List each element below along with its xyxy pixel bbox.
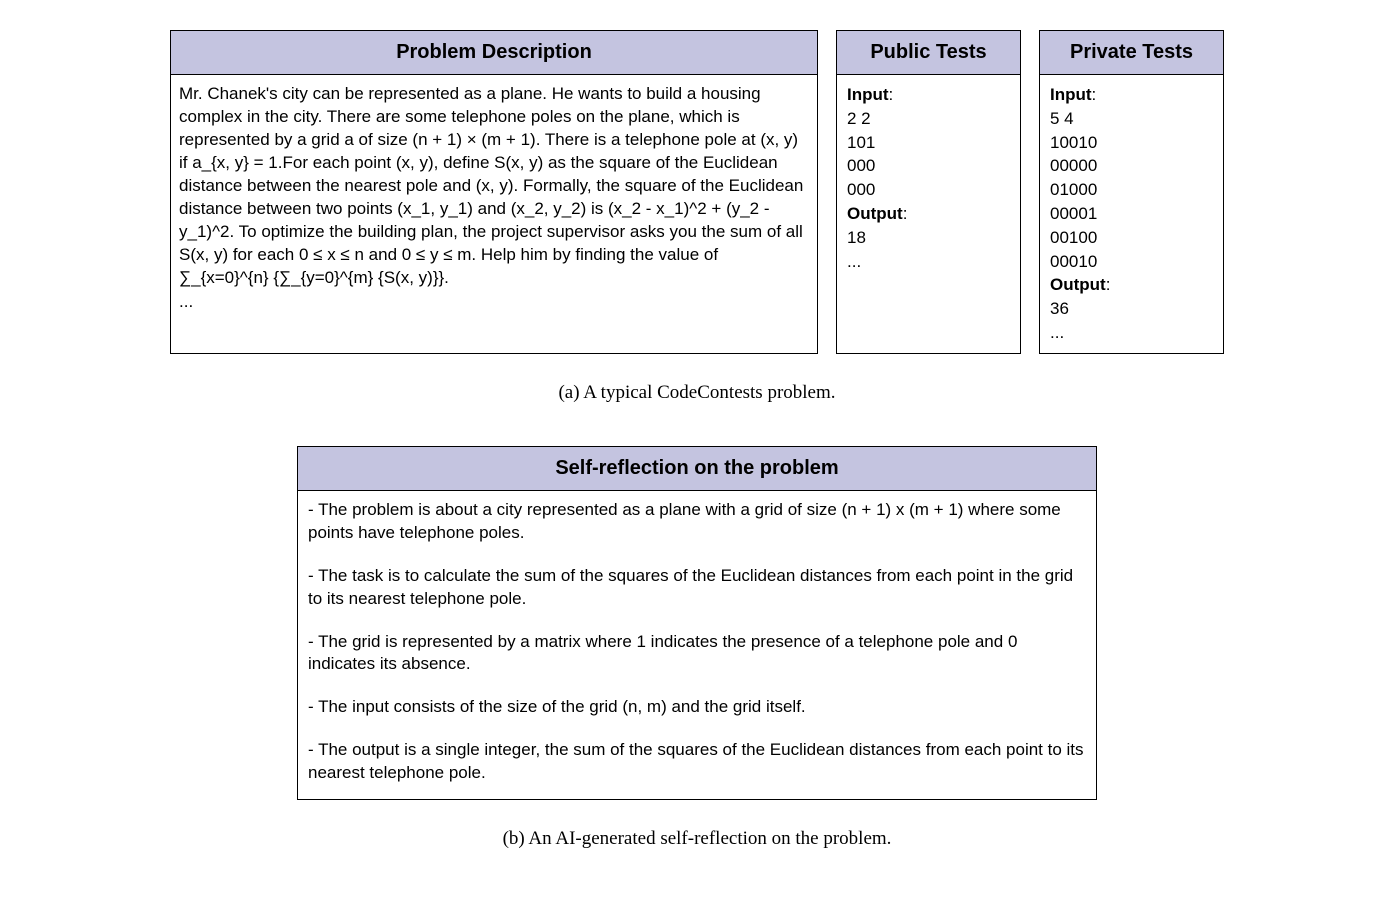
caption-b: (b) An AI-generated self-reflection on t… — [170, 828, 1224, 850]
public-tests-header: Public Tests — [837, 31, 1020, 75]
private-tests-body: Input: 5 4 10010 00000 01000 00001 00100… — [1040, 75, 1223, 353]
top-row: Problem Description Mr. Chanek's city ca… — [170, 30, 1224, 354]
problem-ellipsis: ... — [179, 291, 809, 314]
problem-text: Mr. Chanek's city can be represented as … — [179, 83, 809, 289]
private-input-label: Input — [1050, 85, 1092, 104]
public-output-lines: 18 — [847, 228, 866, 247]
private-output-lines: 36 — [1050, 299, 1069, 318]
public-input-label: Input — [847, 85, 889, 104]
private-input-lines: 5 4 10010 00000 01000 00001 00100 00010 — [1050, 109, 1097, 271]
reflection-point: - The grid is represented by a matrix wh… — [308, 631, 1086, 677]
problem-description-panel: Problem Description Mr. Chanek's city ca… — [170, 30, 818, 354]
reflection-panel: Self-reflection on the problem - The pro… — [297, 446, 1097, 800]
private-ellipsis: ... — [1050, 323, 1064, 342]
private-tests-panel: Private Tests Input: 5 4 10010 00000 010… — [1039, 30, 1224, 354]
reflection-point: - The output is a single integer, the su… — [308, 739, 1086, 785]
reflection-point: - The problem is about a city represente… — [308, 499, 1086, 545]
reflection-point: - The input consists of the size of the … — [308, 696, 1086, 719]
public-ellipsis: ... — [847, 252, 861, 271]
reflection-header: Self-reflection on the problem — [298, 447, 1096, 491]
private-output-label: Output — [1050, 275, 1106, 294]
public-tests-panel: Public Tests Input: 2 2 101 000 000 Outp… — [836, 30, 1021, 354]
problem-description-body: Mr. Chanek's city can be represented as … — [171, 75, 817, 322]
reflection-body: - The problem is about a city represente… — [298, 491, 1096, 799]
reflection-point: - The task is to calculate the sum of th… — [308, 565, 1086, 611]
caption-a: (a) A typical CodeContests problem. — [170, 382, 1224, 404]
public-output-label: Output — [847, 204, 903, 223]
private-tests-header: Private Tests — [1040, 31, 1223, 75]
public-tests-body: Input: 2 2 101 000 000 Output: 18 ... — [837, 75, 1020, 281]
public-input-lines: 2 2 101 000 000 — [847, 109, 875, 199]
problem-description-header: Problem Description — [171, 31, 817, 75]
reflection-container: Self-reflection on the problem - The pro… — [170, 446, 1224, 800]
